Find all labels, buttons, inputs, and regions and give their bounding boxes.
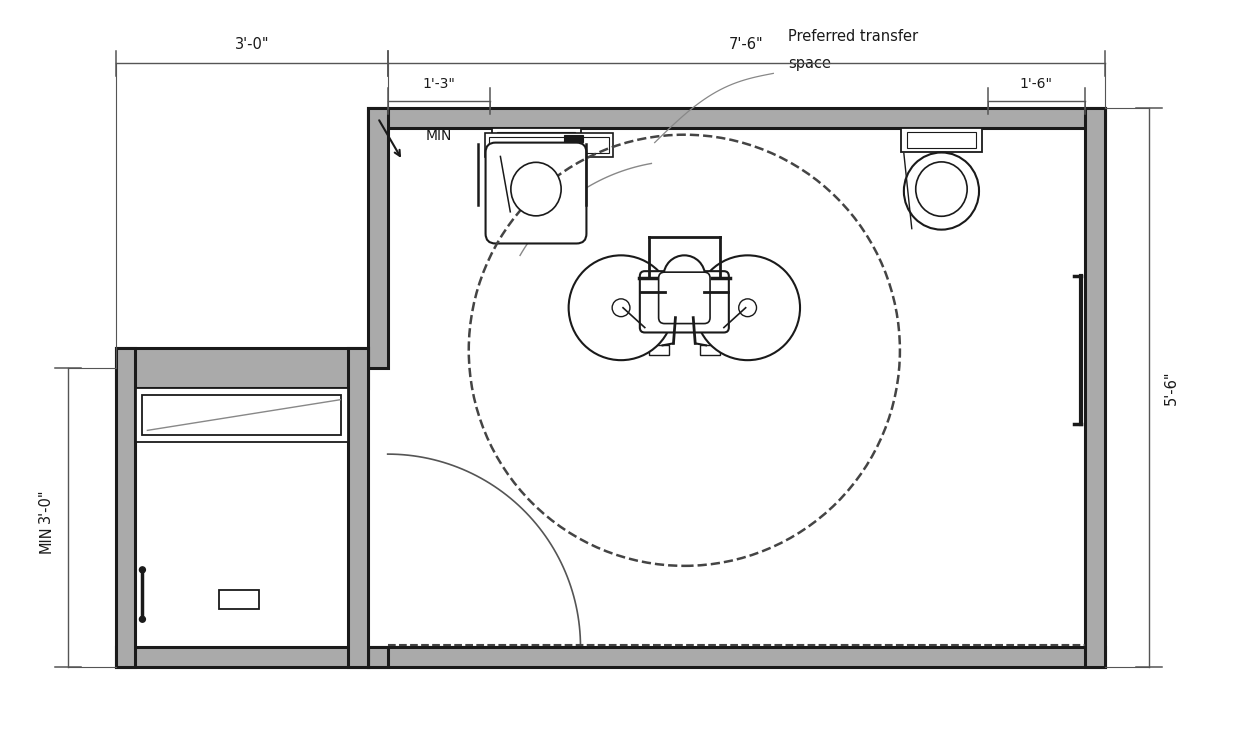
FancyBboxPatch shape xyxy=(485,142,586,244)
Text: MIN: MIN xyxy=(39,525,54,553)
Circle shape xyxy=(140,567,145,573)
Bar xyxy=(485,133,614,158)
Bar xyxy=(489,136,609,154)
Bar xyxy=(368,108,1105,128)
Text: 7'-6": 7'-6" xyxy=(729,37,764,52)
Circle shape xyxy=(695,255,800,360)
Bar xyxy=(368,647,388,667)
Ellipse shape xyxy=(511,162,561,216)
Bar xyxy=(1085,108,1105,667)
Bar xyxy=(116,348,368,388)
Bar xyxy=(348,348,368,667)
Bar xyxy=(116,647,368,667)
Circle shape xyxy=(664,255,705,297)
Circle shape xyxy=(739,298,756,316)
Text: 1'-3": 1'-3" xyxy=(422,77,455,92)
Bar xyxy=(135,388,348,442)
Text: 3'-0": 3'-0" xyxy=(235,37,269,52)
Bar xyxy=(498,132,575,148)
Text: 1'-6": 1'-6" xyxy=(1020,77,1052,92)
Bar xyxy=(142,394,341,435)
Bar xyxy=(116,348,135,667)
Text: space: space xyxy=(789,56,831,71)
Text: 5'-6": 5'-6" xyxy=(1164,370,1179,404)
Bar xyxy=(491,128,580,152)
Bar xyxy=(649,345,669,355)
FancyBboxPatch shape xyxy=(640,272,729,332)
Ellipse shape xyxy=(904,152,979,230)
Bar xyxy=(700,345,720,355)
FancyBboxPatch shape xyxy=(659,272,710,323)
Text: Preferred transfer: Preferred transfer xyxy=(789,28,919,44)
Bar xyxy=(219,590,259,609)
Circle shape xyxy=(612,298,630,316)
Text: MIN: MIN xyxy=(425,129,451,142)
Bar xyxy=(906,132,976,148)
Text: 3'-0": 3'-0" xyxy=(39,488,54,523)
Bar xyxy=(368,108,388,368)
Circle shape xyxy=(140,616,145,622)
Bar xyxy=(564,135,584,142)
Circle shape xyxy=(569,255,674,360)
Bar xyxy=(368,647,1105,667)
Ellipse shape xyxy=(916,162,968,216)
Bar xyxy=(901,128,983,152)
